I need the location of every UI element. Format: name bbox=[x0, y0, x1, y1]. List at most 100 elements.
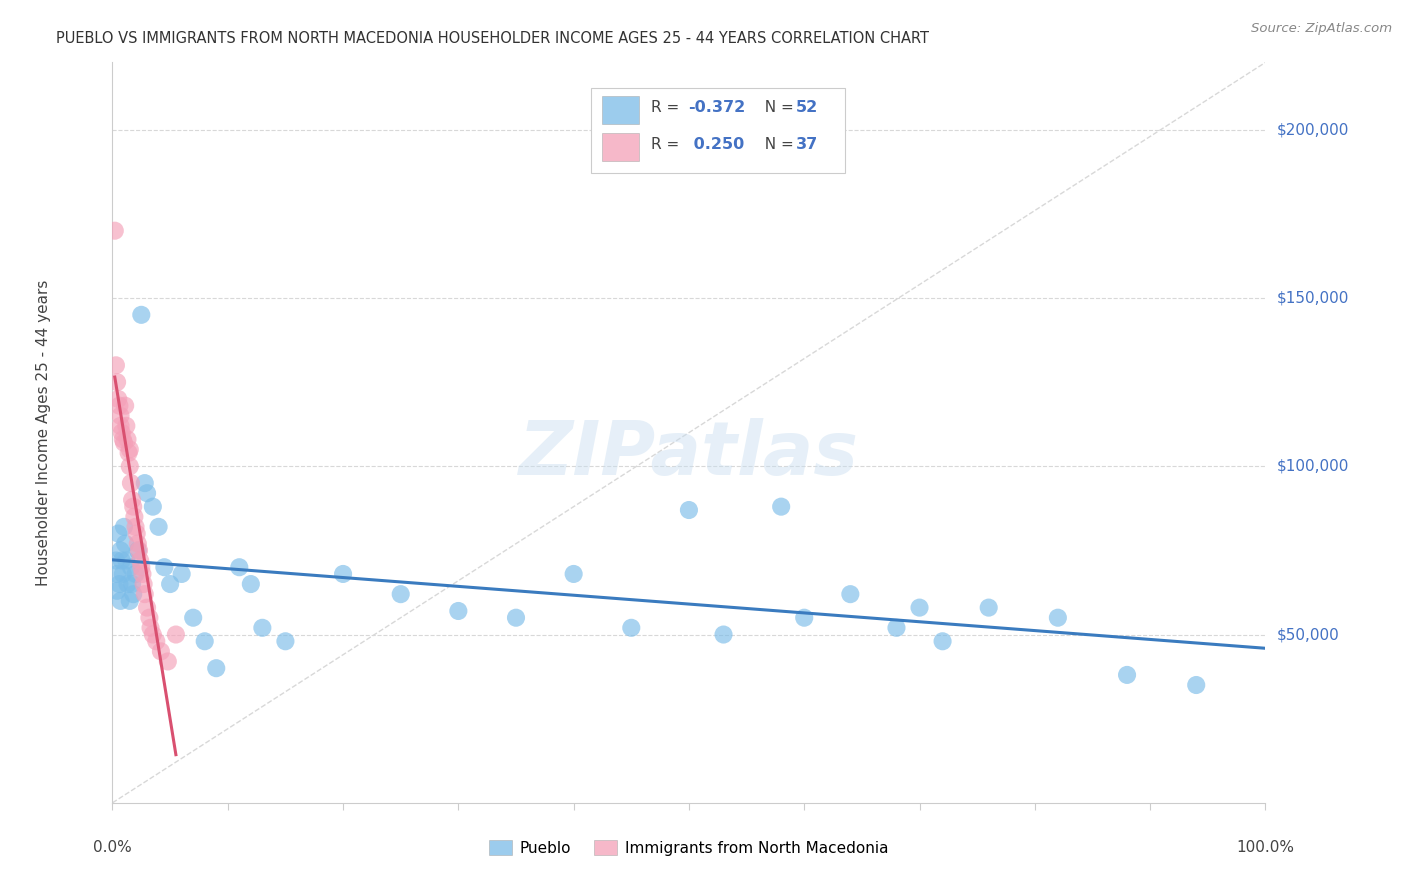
Point bbox=[274, 634, 297, 648]
Point bbox=[977, 600, 1000, 615]
FancyBboxPatch shape bbox=[603, 133, 640, 161]
Point bbox=[107, 392, 129, 406]
Point bbox=[111, 433, 134, 447]
Point bbox=[839, 587, 862, 601]
Point bbox=[134, 587, 156, 601]
Point bbox=[120, 476, 142, 491]
Point bbox=[128, 543, 150, 558]
Point bbox=[115, 553, 138, 567]
Point bbox=[127, 536, 149, 550]
Text: 52: 52 bbox=[796, 100, 818, 115]
Point bbox=[136, 600, 159, 615]
Point bbox=[142, 500, 165, 514]
Point bbox=[110, 594, 132, 608]
Point bbox=[110, 543, 132, 558]
Point bbox=[132, 577, 155, 591]
Text: -0.372: -0.372 bbox=[688, 100, 745, 115]
Point bbox=[114, 399, 136, 413]
Point bbox=[124, 520, 146, 534]
FancyBboxPatch shape bbox=[603, 95, 640, 124]
Point bbox=[127, 543, 149, 558]
Text: ZIPatlas: ZIPatlas bbox=[519, 418, 859, 491]
Point bbox=[114, 536, 136, 550]
Point bbox=[122, 500, 145, 514]
Point bbox=[129, 308, 153, 322]
Point bbox=[239, 577, 262, 591]
Text: PUEBLO VS IMMIGRANTS FROM NORTH MACEDONIA HOUSEHOLDER INCOME AGES 25 - 44 YEARS : PUEBLO VS IMMIGRANTS FROM NORTH MACEDONI… bbox=[56, 31, 929, 46]
Point bbox=[111, 425, 134, 440]
Point bbox=[165, 627, 187, 641]
Point bbox=[770, 500, 793, 514]
Point bbox=[134, 476, 156, 491]
Point bbox=[1116, 668, 1139, 682]
Point bbox=[108, 399, 131, 413]
Point bbox=[181, 610, 204, 624]
Point bbox=[112, 435, 135, 450]
Text: $100,000: $100,000 bbox=[1277, 458, 1348, 474]
Point bbox=[121, 577, 143, 591]
Point bbox=[194, 634, 217, 648]
Point bbox=[129, 553, 152, 567]
Point bbox=[118, 442, 141, 457]
Point bbox=[108, 577, 131, 591]
Point bbox=[104, 224, 127, 238]
Point bbox=[124, 566, 146, 581]
Point bbox=[104, 359, 127, 373]
Point bbox=[107, 526, 129, 541]
Text: $50,000: $50,000 bbox=[1277, 627, 1340, 642]
Point bbox=[110, 418, 132, 433]
Point bbox=[145, 634, 167, 648]
Point bbox=[105, 566, 128, 581]
Text: 0.0%: 0.0% bbox=[93, 840, 132, 855]
Point bbox=[104, 553, 127, 567]
Text: Source: ZipAtlas.com: Source: ZipAtlas.com bbox=[1251, 22, 1392, 36]
Point bbox=[105, 583, 128, 598]
Point bbox=[447, 604, 470, 618]
Point bbox=[138, 610, 160, 624]
Point bbox=[117, 433, 139, 447]
Point bbox=[1046, 610, 1069, 624]
Point bbox=[562, 566, 585, 581]
Point bbox=[111, 553, 134, 567]
Text: Householder Income Ages 25 - 44 years: Householder Income Ages 25 - 44 years bbox=[35, 279, 51, 586]
Point bbox=[931, 634, 953, 648]
Text: N =: N = bbox=[755, 100, 799, 115]
Point bbox=[908, 600, 931, 615]
Point bbox=[111, 566, 134, 581]
Point bbox=[620, 621, 643, 635]
Legend: Pueblo, Immigrants from North Macedonia: Pueblo, Immigrants from North Macedonia bbox=[484, 834, 894, 862]
Point bbox=[389, 587, 412, 601]
Text: $200,000: $200,000 bbox=[1277, 122, 1348, 137]
Text: R =: R = bbox=[651, 100, 683, 115]
Point bbox=[156, 655, 179, 669]
Point bbox=[148, 520, 170, 534]
Point bbox=[118, 459, 141, 474]
Point bbox=[153, 560, 176, 574]
Point bbox=[115, 418, 138, 433]
Point bbox=[125, 526, 148, 541]
Point bbox=[332, 566, 354, 581]
Point bbox=[131, 566, 153, 581]
Point bbox=[117, 446, 139, 460]
Point bbox=[159, 577, 181, 591]
Point bbox=[252, 621, 274, 635]
Point bbox=[713, 627, 735, 641]
Text: 0.250: 0.250 bbox=[688, 137, 744, 153]
Point bbox=[112, 520, 135, 534]
Point bbox=[149, 644, 172, 658]
Text: $150,000: $150,000 bbox=[1277, 291, 1348, 305]
Point bbox=[886, 621, 908, 635]
Point bbox=[136, 486, 159, 500]
Point bbox=[117, 577, 139, 591]
Point bbox=[142, 627, 165, 641]
Point bbox=[110, 409, 132, 423]
Point bbox=[105, 375, 128, 389]
Point bbox=[170, 566, 193, 581]
Text: 37: 37 bbox=[796, 137, 818, 153]
Point bbox=[118, 594, 141, 608]
Text: R =: R = bbox=[651, 137, 689, 153]
Text: N =: N = bbox=[755, 137, 799, 153]
FancyBboxPatch shape bbox=[591, 88, 845, 173]
Point bbox=[793, 610, 815, 624]
Point bbox=[122, 587, 145, 601]
